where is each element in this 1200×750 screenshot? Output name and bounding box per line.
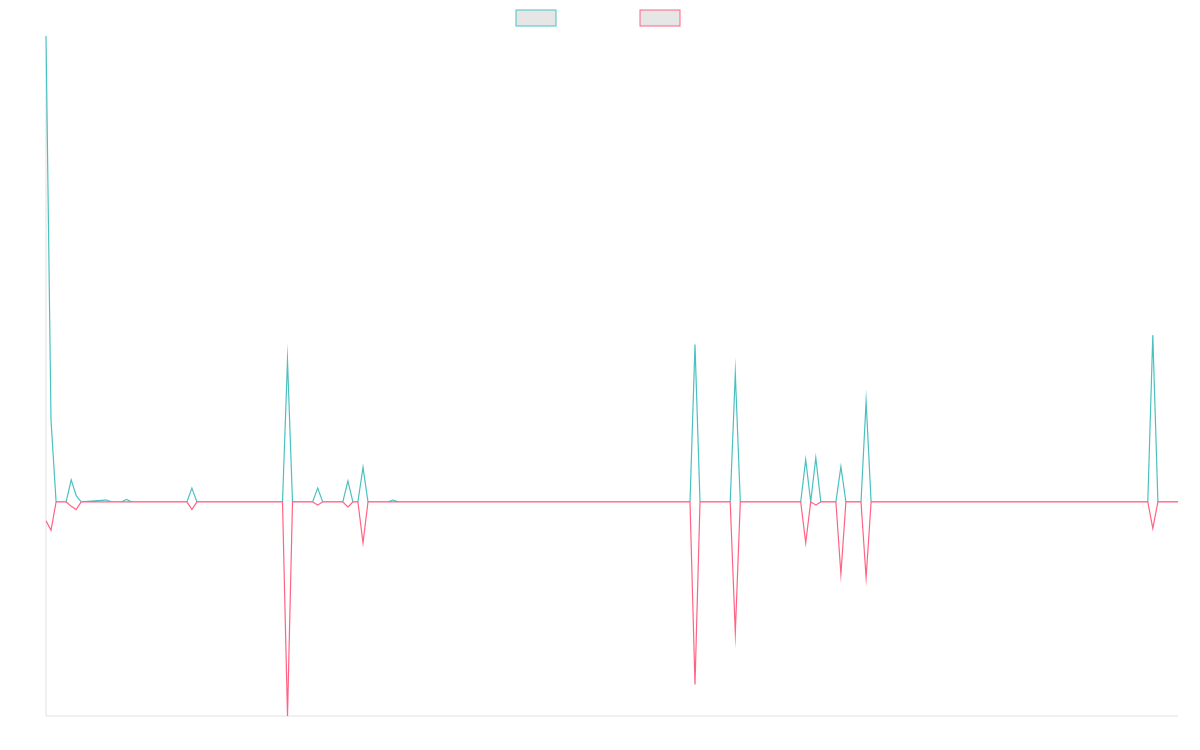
series-line-1 [45,35,1178,508]
legend-swatch-1[interactable] [515,9,557,27]
series-group [45,35,1178,717]
legend[interactable] [515,9,681,27]
series-line-2 [45,500,1178,717]
axes [45,36,1178,717]
legend-swatch-2[interactable] [639,9,681,27]
